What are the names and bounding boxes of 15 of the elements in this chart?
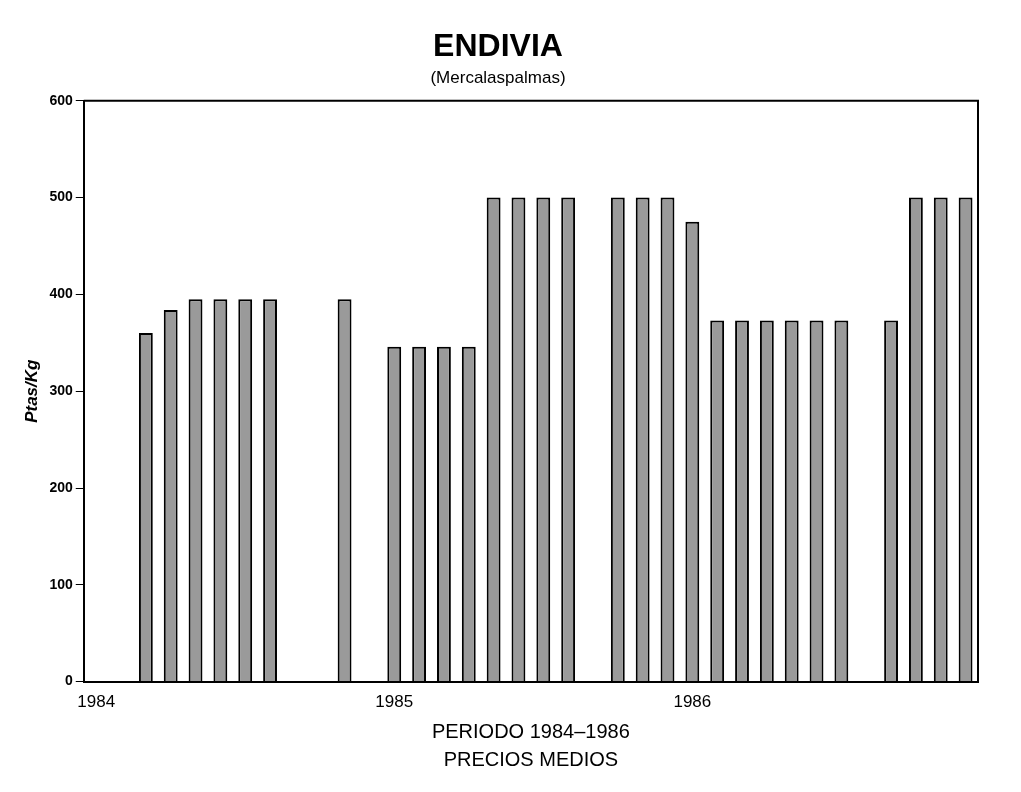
y-tick-label: 0 [64, 672, 73, 689]
y-axis-title: Ptas/Kg [21, 358, 41, 423]
x-axis-title: PERIODO 1984–1986 [431, 719, 630, 742]
x-tick-label: 1986 [673, 692, 712, 712]
chart-title: ENDIVIA [433, 27, 563, 64]
text: PRECIOS MEDIOS [443, 748, 619, 770]
x-tick-label: 1985 [375, 692, 414, 712]
y-tick-label: 400 [49, 285, 73, 302]
y-tick-label: 100 [49, 575, 73, 592]
y-tick-label: 300 [49, 382, 73, 399]
chart-subtitle: (Mercalaspalmas) [430, 68, 566, 88]
x-tick-label: 1984 [77, 692, 116, 712]
y-tick-label: 500 [49, 188, 73, 205]
y-tick-label: 600 [49, 91, 73, 108]
y-tick-label: 200 [49, 478, 73, 495]
